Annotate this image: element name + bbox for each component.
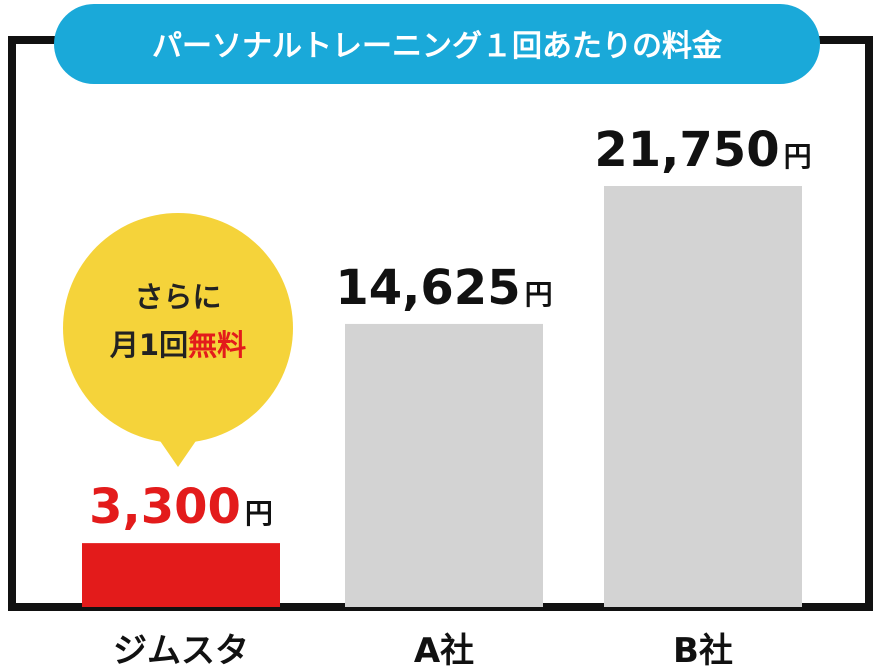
category-labels-layer: ジムスタ A社 B社	[113, 631, 733, 670]
bar-1	[345, 323, 543, 607]
value-label-0: 3,300 円	[89, 479, 273, 535]
value-number-1: 14,625	[335, 260, 520, 316]
bubble-line-2-highlight: 無料	[188, 328, 246, 362]
category-label-0: ジムスタ	[113, 631, 249, 670]
bar-2	[604, 186, 802, 607]
bubble-line-2-prefix: 月1回	[109, 328, 188, 362]
bubble-line-1: さらに	[134, 280, 221, 314]
value-label-2: 21,750 円	[594, 122, 811, 178]
value-unit-1: 円	[525, 278, 553, 311]
bubble-line-2: 月1回無料	[109, 328, 246, 362]
chart-title: パーソナルトレーニング１回あたりの料金	[152, 29, 723, 64]
value-unit-2: 円	[784, 140, 812, 173]
value-label-1: 14,625 円	[335, 260, 552, 316]
chart-title-pill	[54, 4, 820, 84]
bar-0	[82, 543, 280, 607]
category-label-2: B社	[673, 631, 733, 670]
value-number-0: 3,300	[89, 479, 241, 535]
bars-layer	[82, 186, 802, 607]
value-unit-0: 円	[245, 497, 273, 530]
category-label-1: A社	[414, 631, 474, 670]
bubble-pointer	[156, 435, 200, 467]
bubble-circle	[63, 213, 293, 443]
value-number-2: 21,750	[594, 122, 779, 178]
value-labels-layer: 3,300 円14,625 円21,750 円	[89, 122, 812, 535]
